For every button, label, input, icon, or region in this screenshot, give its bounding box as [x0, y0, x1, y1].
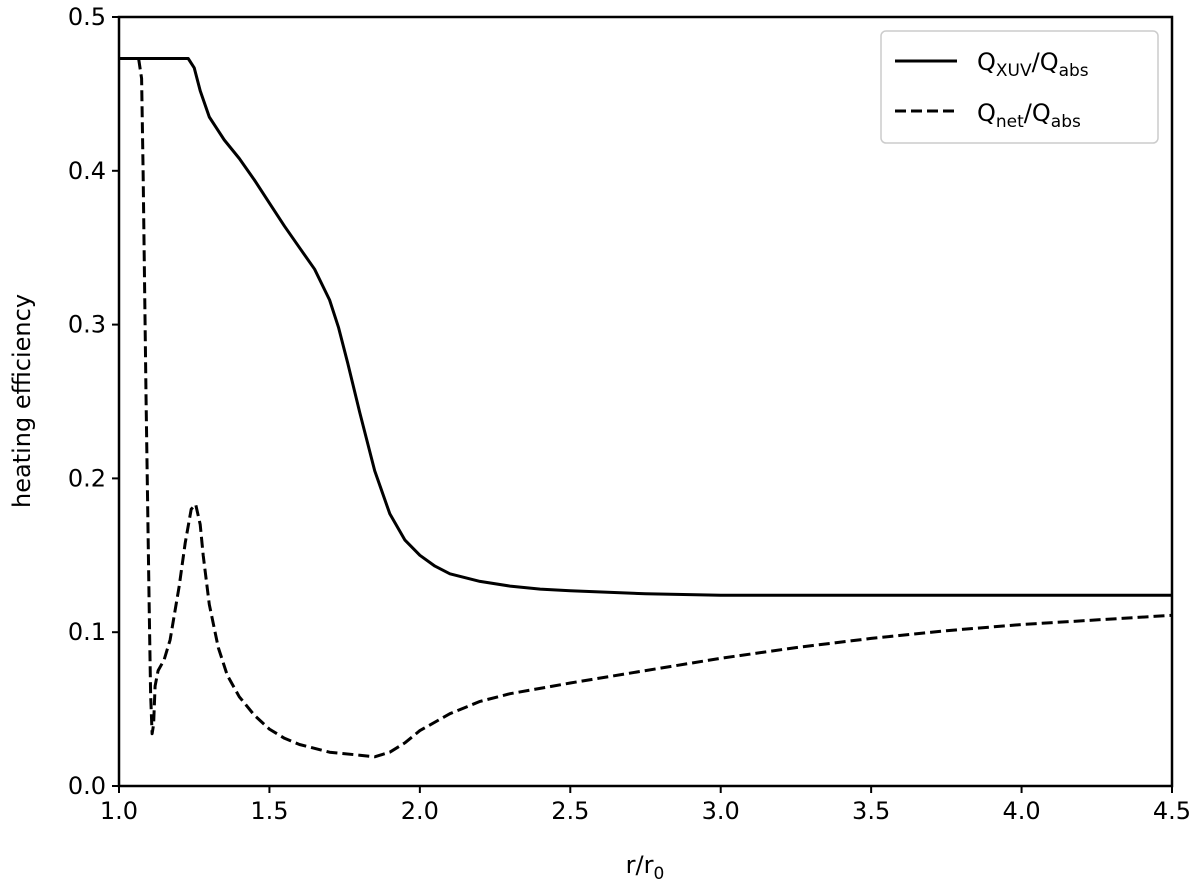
y-axis-title: heating efficiency — [8, 294, 36, 508]
plot-frame — [117, 15, 1174, 788]
legend-label-qxuv: QXUV/Qabs — [977, 48, 1089, 81]
legend-label-qnet: Qnet/Qabs — [977, 99, 1081, 132]
y-tick-label: 0.4 — [68, 157, 106, 185]
legend-box — [880, 30, 1159, 144]
x-tick-label: 2.5 — [551, 797, 589, 825]
x-tick-label: 1.5 — [250, 797, 288, 825]
x-tick-label: 2.0 — [401, 797, 439, 825]
y-tick-label: 0.1 — [68, 618, 106, 646]
x-axis: 1.0 1.5 2.0 2.5 3.0 3.5 4.0 4.5 — [100, 786, 1191, 825]
legend: QXUV/Qabs Qnet/Qabs — [880, 30, 1159, 144]
x-tick-label: 4.0 — [1002, 797, 1040, 825]
x-axis-title: r/r0 — [626, 851, 665, 882]
y-tick-label: 0.0 — [68, 772, 106, 800]
y-tick-label: 0.5 — [68, 3, 106, 31]
series-line-qxuv — [119, 57, 1172, 597]
x-tick-label: 4.5 — [1153, 797, 1191, 825]
x-tick-label: 1.0 — [100, 797, 138, 825]
y-tick-label: 0.3 — [68, 311, 106, 339]
series-line-qnet — [137, 58, 1173, 759]
y-axis: 0.0 0.1 0.2 0.3 0.4 0.5 — [68, 3, 119, 800]
y-tick-label: 0.2 — [68, 464, 106, 492]
series-layer — [119, 57, 1173, 759]
x-tick-label: 3.0 — [702, 797, 740, 825]
x-tick-label: 3.5 — [852, 797, 890, 825]
